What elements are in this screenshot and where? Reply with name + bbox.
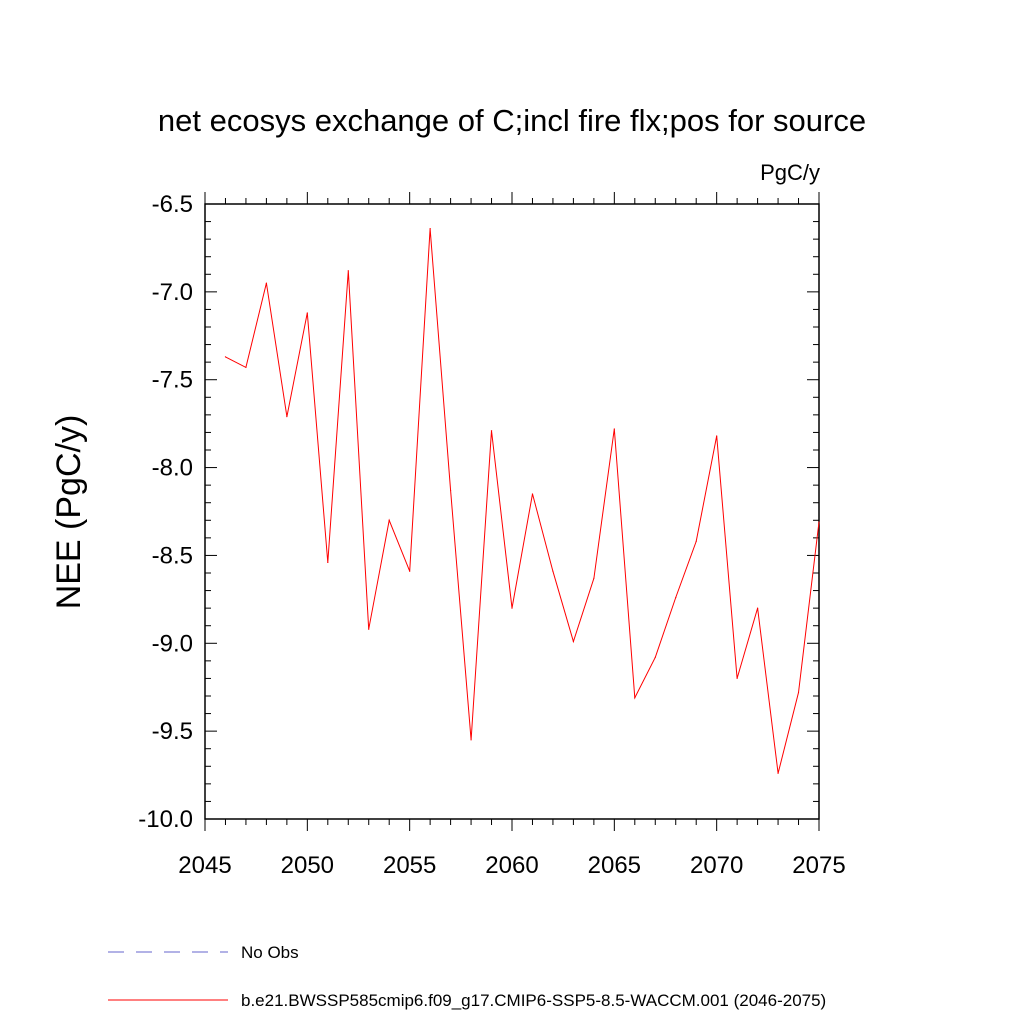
x-tick-label: 2050 [281,852,334,879]
data-point [470,739,472,741]
series-line [225,228,820,774]
x-tick-label: 2055 [383,852,436,879]
data-point [347,270,349,272]
data-point [613,428,615,430]
y-tick-label: -9.5 [152,718,193,745]
data-point [634,697,636,699]
data-point [654,656,656,658]
data-point [695,540,697,542]
y-tick-label: -6.5 [152,191,193,218]
chart-title: net ecosys exchange of C;incl fire flx;p… [158,103,866,138]
data-point [245,366,247,369]
y-tick-label: -9.0 [152,630,193,657]
x-tick-label: 2075 [792,852,845,879]
y-tick-label: -7.5 [152,367,193,394]
legend: No Obs b.e21.BWSSP585cmip6.f09_g17.CMIP6-… [108,943,826,1010]
data-point [511,607,513,609]
legend-label: No Obs [241,943,299,962]
legend-label: b.e21.BWSSP585cmip6.f09_g17.CMIP6-SSP5-8… [241,991,826,1010]
data-point [797,691,800,694]
y-tick-label: -8.0 [152,455,193,482]
y-axis-label: NEE (PgC/y) [50,415,88,610]
data-point [450,489,452,492]
data-point [572,640,575,643]
data-point [716,435,718,437]
y-tick-label: -8.5 [152,542,193,569]
data-point [265,282,267,284]
data-point [552,570,554,572]
data-point [531,493,534,495]
data-point [490,430,493,432]
data-point [368,628,370,630]
data-point [286,416,288,418]
y-tick-label: -7.0 [152,279,193,306]
data-point [327,561,329,564]
data-series [224,228,820,774]
x-tick-label: 2070 [690,852,743,879]
data-point [777,772,779,774]
y-tick-label: -10.0 [138,806,193,833]
x-tick-label: 2060 [485,852,538,879]
data-point [388,519,390,521]
data-point [736,677,738,680]
x-tick-label: 2065 [588,852,641,879]
data-point [818,521,820,523]
x-tick-label: 2045 [178,852,231,879]
axis-ticks: -6.5 -7.0 -7.5 -8.0 -8.5 -9.0 -9.5 -10.0 2045 205… [138,191,845,879]
data-point [429,228,431,230]
data-point [306,312,308,314]
data-point [593,577,595,579]
data-point [409,570,411,572]
data-point [224,356,227,358]
data-point [675,597,677,599]
units-label: PgC/y [760,160,820,185]
plot-frame [204,203,820,820]
data-point [757,607,759,609]
